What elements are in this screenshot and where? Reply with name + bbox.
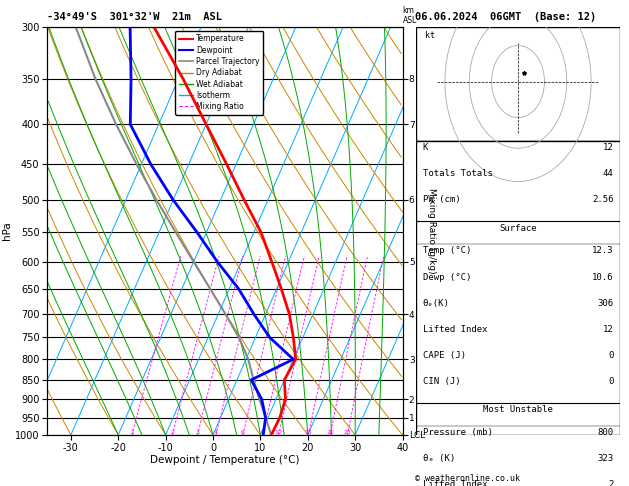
Text: -34°49'S  301°32'W  21m  ASL: -34°49'S 301°32'W 21m ASL bbox=[47, 12, 222, 22]
Text: 2: 2 bbox=[170, 430, 174, 435]
Text: Pressure (mb): Pressure (mb) bbox=[423, 428, 493, 437]
Text: Most Unstable: Most Unstable bbox=[483, 405, 553, 414]
Text: 20: 20 bbox=[326, 430, 334, 435]
Text: 1: 1 bbox=[130, 430, 134, 435]
Text: Totals Totals: Totals Totals bbox=[423, 169, 493, 178]
Text: K: K bbox=[423, 143, 428, 152]
Text: PW (cm): PW (cm) bbox=[423, 195, 460, 204]
Text: 06.06.2024  06GMT  (Base: 12): 06.06.2024 06GMT (Base: 12) bbox=[415, 12, 596, 22]
Text: θₑ(K): θₑ(K) bbox=[423, 299, 450, 308]
Text: 12: 12 bbox=[603, 325, 613, 334]
Text: Dewp (°C): Dewp (°C) bbox=[423, 273, 471, 281]
Text: 4: 4 bbox=[214, 430, 218, 435]
Text: 10: 10 bbox=[275, 430, 282, 435]
Text: 8: 8 bbox=[261, 430, 265, 435]
Legend: Temperature, Dewpoint, Parcel Trajectory, Dry Adiabat, Wet Adiabat, Isotherm, Mi: Temperature, Dewpoint, Parcel Trajectory… bbox=[175, 31, 264, 115]
Text: 10.6: 10.6 bbox=[592, 273, 613, 281]
Text: © weatheronline.co.uk: © weatheronline.co.uk bbox=[415, 474, 520, 483]
Text: Lifted Index: Lifted Index bbox=[423, 325, 487, 334]
X-axis label: Dewpoint / Temperature (°C): Dewpoint / Temperature (°C) bbox=[150, 455, 299, 466]
Text: Temp (°C): Temp (°C) bbox=[423, 246, 471, 256]
Text: 800: 800 bbox=[598, 428, 613, 437]
Text: 306: 306 bbox=[598, 299, 613, 308]
Text: km
ASL: km ASL bbox=[403, 6, 417, 25]
Text: 2.56: 2.56 bbox=[592, 195, 613, 204]
Text: 2: 2 bbox=[608, 481, 613, 486]
Text: 3: 3 bbox=[196, 430, 199, 435]
Bar bbox=[416, 27, 620, 141]
Bar bbox=[416, 141, 620, 435]
Text: 323: 323 bbox=[598, 454, 613, 463]
Text: Surface: Surface bbox=[499, 224, 537, 232]
Text: kt: kt bbox=[425, 31, 435, 40]
Text: 0: 0 bbox=[608, 351, 613, 360]
Text: CAPE (J): CAPE (J) bbox=[423, 351, 465, 360]
Y-axis label: hPa: hPa bbox=[3, 222, 12, 240]
Text: θₑ (K): θₑ (K) bbox=[423, 454, 455, 463]
Text: 25: 25 bbox=[343, 430, 352, 435]
Text: 44: 44 bbox=[603, 169, 613, 178]
Text: 6: 6 bbox=[241, 430, 245, 435]
Text: 0: 0 bbox=[608, 377, 613, 386]
Text: 12.3: 12.3 bbox=[592, 246, 613, 256]
Text: 15: 15 bbox=[304, 430, 312, 435]
Text: 12: 12 bbox=[603, 143, 613, 152]
Text: CIN (J): CIN (J) bbox=[423, 377, 460, 386]
Y-axis label: Mixing Ratio (g/kg): Mixing Ratio (g/kg) bbox=[427, 188, 436, 274]
Text: Lifted Index: Lifted Index bbox=[423, 481, 487, 486]
